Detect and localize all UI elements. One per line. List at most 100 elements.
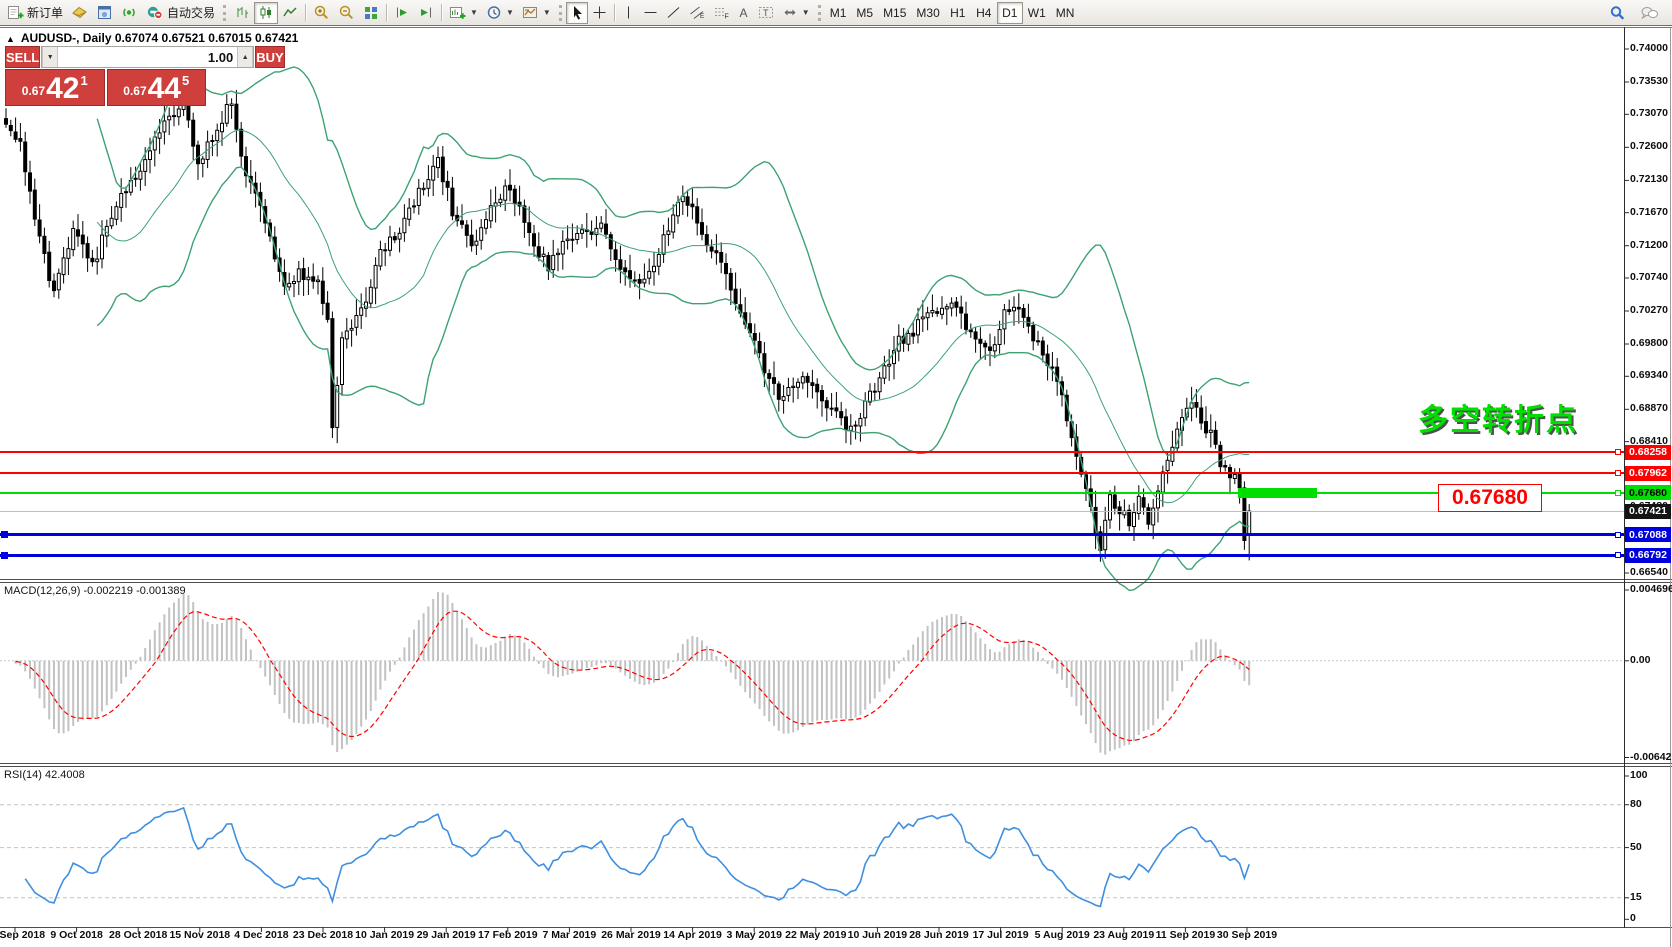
- toolbar-group-cursor: [565, 1, 611, 25]
- chart-shift-button[interactable]: [414, 2, 438, 24]
- price-tag-0.67088: 0.67088: [1625, 527, 1671, 542]
- text-button[interactable]: A: [733, 2, 754, 24]
- timeframe-button-H4[interactable]: H4: [971, 2, 997, 24]
- chat-bubbles-icon: [1640, 5, 1659, 21]
- candlestick-chart-icon: [258, 5, 274, 20]
- horizontal-line-0.67088[interactable]: [0, 533, 1624, 536]
- svg-text:F: F: [724, 14, 728, 21]
- data-window-button[interactable]: [92, 2, 117, 24]
- vertical-line-button[interactable]: [618, 2, 639, 24]
- date-axis-label: 15 Nov 2018: [169, 929, 231, 941]
- date-axis-label: 26 Mar 2019: [601, 929, 661, 941]
- zoom-out-icon: [338, 5, 355, 20]
- horizontal-line-0.67680[interactable]: [0, 491, 1624, 494]
- buy-price-quote[interactable]: 0.67 44 5: [106, 69, 206, 106]
- price-tick-label: 0.72600: [1630, 140, 1668, 153]
- buy-button[interactable]: BUY: [255, 46, 285, 68]
- timeframe-button-W1[interactable]: W1: [1023, 2, 1051, 24]
- sell-price-main: 42: [46, 72, 80, 105]
- sell-price-quote[interactable]: 0.67 42 1: [5, 69, 105, 106]
- toolbar-right: [1605, 2, 1669, 24]
- templates-button[interactable]: ▼: [518, 2, 555, 24]
- timeframe-button-H1[interactable]: H1: [945, 2, 971, 24]
- autotrading-button[interactable]: 自动交易: [142, 2, 219, 24]
- autotrading-icon: [146, 5, 164, 20]
- tile-windows-button[interactable]: [359, 2, 383, 24]
- chart-annotation-text[interactable]: 多空转折点: [1418, 404, 1578, 437]
- horizontal-line-button[interactable]: [639, 2, 662, 24]
- timeframe-button-MN[interactable]: MN: [1051, 2, 1080, 24]
- chart-symbol-period: AUDUSD-, Daily: [20, 31, 112, 45]
- horizontal-line-0.66792[interactable]: [0, 553, 1624, 557]
- buy-price-main: 44: [147, 72, 181, 105]
- rsi-tick-label: 15: [1630, 890, 1642, 903]
- price-label-box[interactable]: 0.67680: [1438, 484, 1542, 512]
- line-anchor: [1615, 470, 1621, 477]
- text-label-icon: T: [758, 5, 774, 20]
- candlestick-chart-button[interactable]: [254, 1, 279, 24]
- line-anchor: [1615, 531, 1621, 538]
- price-tick-label: 0.71670: [1630, 205, 1668, 218]
- volume-input[interactable]: [58, 47, 238, 67]
- new-chart-icon: [449, 5, 466, 20]
- line-handle[interactable]: [1, 531, 8, 538]
- zoom-out-button[interactable]: [334, 2, 359, 24]
- sell-button[interactable]: SELL: [5, 46, 41, 68]
- date-axis-label: 3 May 2019: [726, 929, 782, 941]
- trendline-button[interactable]: [662, 2, 685, 24]
- timeframe-button-M15[interactable]: M15: [878, 2, 911, 24]
- volume-increase-button[interactable]: ▲: [237, 47, 254, 67]
- price-tick-label: 0.71200: [1630, 238, 1668, 251]
- zoom-in-icon: [313, 5, 330, 20]
- price-tick-label: 0.72130: [1630, 173, 1668, 186]
- search-button[interactable]: [1605, 2, 1630, 24]
- equidistant-channel-button[interactable]: E: [685, 2, 709, 24]
- volume-stepper: ▼ ▲: [41, 46, 255, 68]
- community-chat-button[interactable]: [1636, 2, 1663, 24]
- tile-windows-icon: [363, 5, 379, 20]
- horizontal-line-0.68258[interactable]: [0, 451, 1624, 454]
- text-label-button[interactable]: T: [754, 2, 778, 24]
- price-tag-0.68258: 0.68258: [1625, 444, 1671, 460]
- crosshair-button[interactable]: [588, 2, 611, 24]
- fibonacci-icon: F: [713, 5, 729, 20]
- price-tick-label: 0.68870: [1630, 402, 1668, 415]
- price-tag-0.66792: 0.66792: [1625, 547, 1671, 563]
- timeframe-button-D1[interactable]: D1: [996, 1, 1023, 24]
- arrows-button[interactable]: ▼: [778, 2, 814, 24]
- cursor-button[interactable]: [565, 1, 588, 24]
- horizontal-line-0.67962[interactable]: [0, 472, 1624, 475]
- signals-button[interactable]: [117, 2, 142, 24]
- new-chart-button[interactable]: ▼: [445, 2, 482, 24]
- crosshair-icon: [592, 5, 607, 20]
- horizontal-line-icon: [643, 5, 658, 20]
- timeframe-button-M30[interactable]: M30: [911, 2, 944, 24]
- date-axis-label: 17 Jul 2019: [972, 929, 1029, 941]
- green-highlight-box[interactable]: [1238, 487, 1317, 498]
- line-handle[interactable]: [1, 551, 8, 559]
- sell-price-pip: 1: [80, 73, 88, 88]
- timeframe-button-M1[interactable]: M1: [825, 2, 852, 24]
- date-axis-label: 22 May 2019: [785, 929, 847, 941]
- price-tick-label: 0.70270: [1630, 304, 1668, 316]
- zoom-in-button[interactable]: [309, 2, 334, 24]
- line-chart-button[interactable]: [278, 2, 302, 24]
- buy-price-prefix: 0.67: [123, 84, 147, 98]
- profiles-button[interactable]: [67, 2, 92, 24]
- new-order-button[interactable]: 新订单: [3, 2, 67, 24]
- fibonacci-button[interactable]: F: [709, 2, 733, 24]
- macd-tick-label: 0.00: [1630, 653, 1651, 666]
- new-order-label: 新订单: [27, 6, 64, 20]
- timeframe-button-M5[interactable]: M5: [851, 2, 878, 24]
- volume-decrease-button[interactable]: ▼: [42, 47, 59, 67]
- auto-scroll-button[interactable]: [390, 2, 414, 24]
- periods-button[interactable]: ▼: [482, 2, 518, 24]
- svg-text:A: A: [739, 6, 747, 20]
- collapse-panel-arrow[interactable]: ▲: [6, 34, 15, 44]
- autotrading-label: 自动交易: [167, 6, 216, 20]
- horizontal-line-0.67421[interactable]: [0, 510, 1624, 512]
- date-axis-label: 17 Feb 2019: [478, 929, 538, 941]
- bar-chart-button[interactable]: [230, 2, 254, 24]
